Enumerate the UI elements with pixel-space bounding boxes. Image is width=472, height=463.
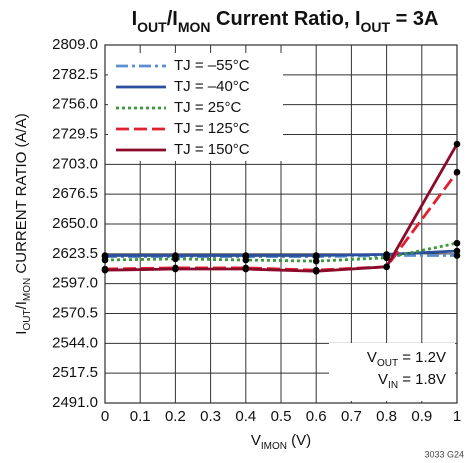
point — [172, 255, 179, 263]
x-axis-label-part: IMON — [261, 441, 287, 452]
point — [312, 252, 320, 259]
series-line — [105, 249, 458, 257]
legend-label: TJ = –40°C — [174, 78, 250, 95]
y-axis-label-part: I — [13, 331, 30, 335]
annotation-part: V — [378, 371, 388, 388]
annotation-part: = 1.8V — [398, 371, 446, 388]
point — [172, 265, 179, 273]
x-tick-label: 0.1 — [130, 408, 151, 425]
x-tick-label: 0.3 — [200, 408, 221, 425]
chart-title-part: MON — [178, 19, 211, 35]
y-tick-label: 2650.0 — [52, 215, 98, 232]
annotation-part: = 1.2V — [398, 349, 446, 366]
annotation: VOUT = 1.2V — [367, 349, 446, 369]
y-axis-label-part: CURRENT RATIO (A/A) — [13, 113, 30, 277]
point — [453, 247, 461, 255]
annotation-box — [329, 343, 455, 401]
x-tick-label: 0.9 — [411, 408, 432, 425]
x-tick-label: 0.6 — [306, 408, 327, 425]
point — [101, 266, 109, 274]
y-axis-label-part: /I — [13, 301, 30, 309]
point — [312, 257, 320, 265]
chart-title: IOUT/IMON Current Ratio, IOUT = 3A — [132, 8, 439, 34]
y-tick-label: 2544.0 — [52, 334, 98, 351]
series-line — [104, 143, 459, 273]
y-tick-label: 2703.0 — [52, 155, 98, 172]
x-tick-label: 0.4 — [235, 408, 256, 425]
point — [383, 263, 390, 271]
point — [453, 168, 461, 176]
y-axis-label-part: OUT — [22, 309, 33, 330]
y-tick-label: 2570.5 — [52, 304, 98, 321]
legend-label: TJ = 150°C — [174, 141, 250, 158]
chart-title-part: OUT — [137, 19, 167, 35]
x-axis-label-part: (V) — [287, 432, 311, 449]
chart-title-part: = 3A — [390, 8, 438, 30]
y-tick-label: 2729.5 — [52, 125, 98, 142]
point — [383, 254, 390, 262]
point — [312, 267, 320, 275]
footnote: 3033 G24 — [424, 449, 464, 459]
y-tick-label: 2782.5 — [52, 66, 98, 83]
annotation-part: IN — [388, 380, 398, 391]
legend-label: TJ = –55°C — [174, 57, 250, 74]
point — [101, 256, 109, 264]
annotation: VIN = 1.8V — [378, 371, 446, 391]
series-line — [104, 241, 458, 263]
y-tick-label: 2597.0 — [52, 275, 98, 292]
point — [242, 265, 250, 273]
x-tick-label: 0.5 — [271, 408, 292, 425]
y-tick-label: 2756.0 — [52, 96, 98, 113]
point — [453, 140, 461, 148]
x-tick-label: 1 — [453, 408, 461, 425]
y-tick-label: 2491.0 — [52, 394, 98, 411]
y-axis-label: IOUT/IMON CURRENT RATIO (A/A) — [13, 113, 33, 334]
x-tick-label: 0.7 — [341, 408, 362, 425]
legend-label: TJ = 25°C — [174, 99, 241, 116]
x-tick-label: 0.2 — [165, 408, 186, 425]
legend-box — [108, 53, 283, 161]
x-axis-label-part: V — [251, 432, 261, 449]
chart-title-part: OUT — [361, 19, 391, 35]
chart-title-part: I — [132, 8, 138, 30]
annotation-part: V — [367, 349, 377, 366]
annotation-part: OUT — [377, 358, 398, 369]
point — [453, 239, 461, 247]
chart-title-part: /I — [167, 8, 178, 30]
legend-label: TJ = 125°C — [174, 120, 250, 137]
x-axis-label: VIMON (V) — [251, 432, 311, 452]
x-tick-label: 0 — [101, 408, 109, 425]
y-tick-label: 2676.5 — [52, 185, 98, 202]
y-tick-label: 2623.5 — [52, 245, 98, 262]
series-line — [105, 254, 457, 259]
y-axis-label-part: MON — [22, 278, 33, 301]
x-tick-label: 0.8 — [376, 408, 397, 425]
point — [242, 256, 250, 264]
y-tick-label: 2517.5 — [52, 364, 98, 381]
y-tick-label: 2809.0 — [52, 36, 98, 53]
chart-title-part: Current Ratio, I — [210, 8, 360, 30]
